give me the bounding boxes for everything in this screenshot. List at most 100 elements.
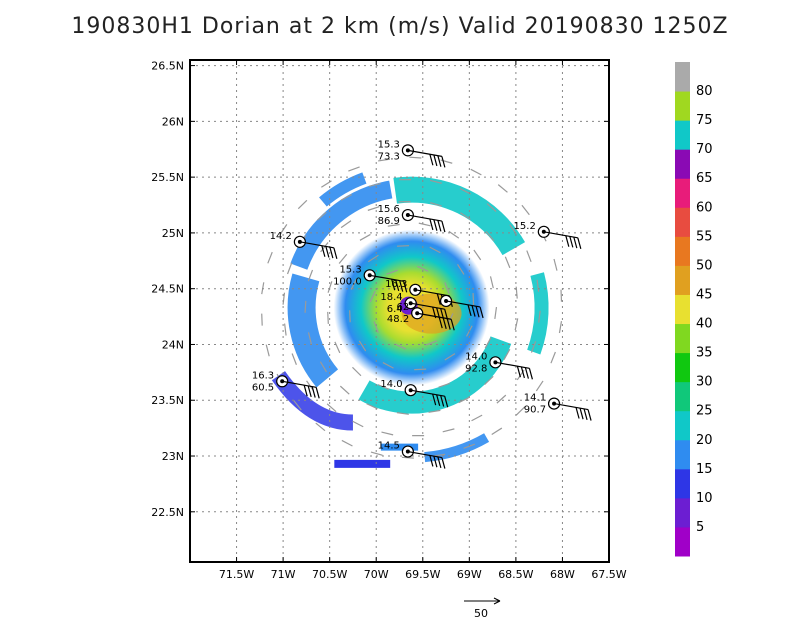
wind-barb-flag [441,457,446,469]
chart-title: 190830H1 Dorian at 2 km (m/s) Valid 2019… [71,14,729,39]
colorbar-swatch [675,265,690,295]
wind-barb [369,274,404,282]
colorbar-swatch [675,120,690,150]
obs-label-top: 16.3 [385,279,407,290]
wind-barb-flag [441,156,446,168]
colorbar-label: 45 [696,287,713,302]
wind-vector [535,380,544,392]
wind-barb [410,389,445,397]
wind-barb-flag [436,293,441,305]
obs-label-top: 16.3 [252,370,274,381]
wind-vector [442,428,455,433]
y-axis: 26.5N 26N 25.5N 25N 24.5N 24N 23.5N 23N 22.5N [151,60,609,519]
colorbar-label: 55 [696,229,713,244]
wind-barb-flag [475,306,480,318]
obs-label-top: 15.2 [514,221,536,232]
colorbar-swatch [675,294,690,325]
wind-vector [284,323,287,336]
wind-barb-flag [429,455,434,467]
wind-barb-flag [437,220,442,232]
y-tick-label: 26.5N [151,60,184,73]
wind-vector [387,223,400,227]
wind-vector [470,168,482,176]
colorbar-label: 5 [696,520,704,535]
colorbar-swatch [675,410,690,441]
colorbar-label: 15 [696,462,713,477]
obs-label-top: 14.1 [524,393,546,404]
colorbar-swatch [675,381,690,412]
colorbar-swatch [675,236,690,266]
wind-vector [494,306,498,319]
wind-vector [286,262,293,275]
wind-vector [382,362,394,369]
wind-vector [370,451,383,456]
wind-vector [367,254,379,263]
colorbar-label: 75 [696,113,713,128]
wind-barb-flag [436,394,441,406]
rainband [424,433,490,463]
wind-barb-flag [516,366,521,378]
y-tick-label: 25N [162,227,184,240]
wind-barb-flag [528,368,533,380]
colorbar-label: 50 [696,258,713,273]
colorbar-label: 60 [696,200,713,215]
wind-barb-flag [438,316,443,329]
wind-barb-flag [583,408,588,421]
wind-barb [407,149,442,157]
obs-label-top: 14.5 [378,441,400,452]
colorbar-label: 65 [696,171,713,186]
x-tick-label: 67.5W [591,568,626,581]
wind-barb-flag [403,281,408,293]
wind-vector [430,202,442,207]
plot-frame [189,59,610,563]
wind-vector [409,156,422,159]
colorbar-label: 25 [696,404,713,419]
colorbar-label: 35 [696,346,713,361]
rainband [393,176,526,256]
wind-barb [282,380,317,388]
rainband [527,272,549,355]
wind-vector [293,400,302,411]
x-tick-label: 68W [550,568,575,581]
obs-label-bottom: 92.8 [465,363,487,374]
x-axis: 71.5W 71W 70.5W 70W 69.5W 69W 68.5W 68W 67.5W [219,60,627,581]
y-tick-label: 23.5N [151,394,184,407]
obs-label-top: 62 [396,302,409,313]
wind-barb-flag [440,395,445,407]
wind-barb-flag [433,456,438,468]
wind-vector [471,414,483,422]
wind-vector [352,366,362,377]
wind-barb-flag [395,279,400,292]
colorbar-label: 80 [696,84,713,99]
wind-barb-flag [437,155,442,167]
obs-label-top: 15.3 [339,264,361,275]
rainband [287,273,339,388]
wind-barb [495,361,530,369]
wind-barb-flag [524,367,529,379]
wind-vector [316,211,327,221]
wind-barb-flag [569,236,574,248]
wind-barb-flag [450,319,455,331]
wind-barb [543,231,578,239]
wind-barb-flag [437,456,442,469]
wind-barb [553,403,589,411]
wind-barb-flag [333,247,338,259]
wind-vector [486,203,497,212]
wind-vector [394,343,407,350]
wind-vector [429,179,442,184]
colorbar-swatch [675,149,690,179]
wind-barb [445,300,481,308]
colorbar-label: 70 [696,142,713,157]
wind-vector [503,348,511,360]
wind-barb-flag [303,385,308,397]
wind-vector [334,341,341,354]
wind-vector [366,403,378,410]
obs-label-bottom: 86.9 [378,216,400,227]
colorbar-label: 40 [696,317,713,332]
wind-vector [496,394,507,404]
colorbar-label: 20 [696,433,713,448]
obs-label-bottom: 73.3 [378,151,400,162]
wind-vector [327,311,329,324]
wind-vector [425,340,438,346]
reference-arrow-label: 50 [474,607,488,618]
